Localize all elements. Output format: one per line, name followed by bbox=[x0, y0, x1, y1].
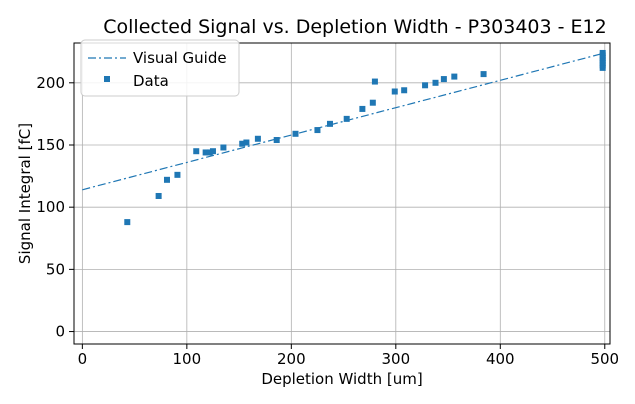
data-point bbox=[209, 148, 216, 155]
legend-box bbox=[80, 39, 240, 97]
x-tick-label-100: 100 bbox=[173, 350, 202, 368]
data-point bbox=[206, 149, 213, 156]
x-tick-label-400: 400 bbox=[486, 350, 515, 368]
legend-data-swatch bbox=[104, 76, 110, 82]
data-point bbox=[239, 140, 246, 147]
y-tick-label-100: 100 bbox=[36, 198, 65, 216]
x-tick-label-200: 200 bbox=[277, 350, 306, 368]
plot-frame bbox=[73, 42, 611, 345]
data-point bbox=[401, 87, 408, 94]
legend: Visual Guide Data bbox=[80, 39, 240, 97]
data-point bbox=[326, 120, 333, 127]
data-point bbox=[155, 192, 162, 199]
x-axis-label: Depletion Width [um] bbox=[261, 370, 422, 388]
data-point bbox=[391, 88, 398, 95]
y-tick-label-50: 50 bbox=[46, 260, 65, 278]
data-point bbox=[599, 49, 606, 56]
x-tick-label-300: 300 bbox=[381, 350, 410, 368]
data-point bbox=[369, 99, 376, 106]
data-point bbox=[343, 115, 350, 122]
data-point bbox=[292, 130, 299, 137]
data-point bbox=[124, 219, 131, 226]
chart-title: Collected Signal vs. Depletion Width - P… bbox=[103, 16, 606, 38]
y-axis-label: Signal Integral [fC] bbox=[16, 123, 34, 264]
data-point bbox=[243, 139, 250, 146]
data-point bbox=[163, 176, 170, 183]
data-point bbox=[314, 127, 321, 134]
data-point bbox=[174, 171, 181, 178]
data-point bbox=[440, 76, 447, 83]
data-point bbox=[254, 135, 261, 142]
plot-area bbox=[82, 49, 606, 226]
data-point bbox=[220, 144, 227, 151]
y-tick-label-0: 0 bbox=[55, 323, 65, 341]
visual-guide-line bbox=[82, 52, 605, 191]
data-point bbox=[422, 82, 429, 89]
data-point bbox=[432, 79, 439, 86]
axis-ticks: 0 100 200 300 400 500 0 50 100 150 200 bbox=[36, 74, 619, 368]
y-tick-label-200: 200 bbox=[36, 74, 65, 92]
legend-visual-guide-label: Visual Guide bbox=[133, 49, 227, 67]
y-tick-label-150: 150 bbox=[36, 136, 65, 154]
data-point bbox=[202, 149, 209, 156]
data-point bbox=[371, 78, 378, 85]
data-point bbox=[273, 137, 280, 144]
data-point bbox=[193, 148, 200, 155]
x-tick-label-0: 0 bbox=[78, 350, 88, 368]
data-point bbox=[480, 71, 487, 78]
x-tick-label-500: 500 bbox=[590, 350, 619, 368]
data-point bbox=[451, 73, 458, 80]
legend-data-label: Data bbox=[133, 72, 169, 90]
data-point bbox=[359, 105, 366, 112]
